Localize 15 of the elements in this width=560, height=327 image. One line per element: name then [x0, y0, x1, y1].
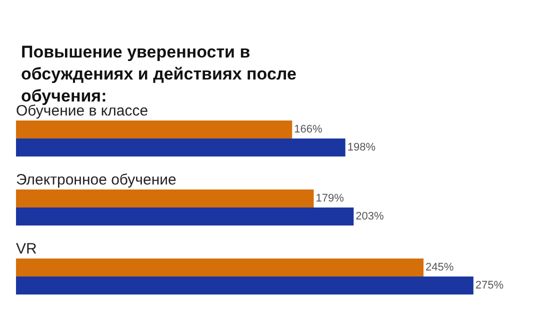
data-label: 166%: [294, 124, 322, 136]
data-label: 198%: [347, 142, 376, 154]
data-label: 275%: [475, 280, 504, 292]
y-tick-label: VR: [16, 240, 38, 258]
bar: [16, 208, 354, 226]
bar: [16, 276, 474, 294]
bar: [16, 258, 424, 276]
data-label: 203%: [356, 210, 384, 222]
data-label: 245%: [426, 262, 454, 274]
data-label: 179%: [316, 192, 344, 204]
y-tick-label: Электронное обучение: [16, 172, 176, 188]
bar: [16, 120, 292, 138]
chart-title: Повышение уверенности в обсуждениях и действиях после обучения:: [21, 42, 302, 106]
bar: [16, 138, 346, 156]
bar: [16, 190, 314, 208]
